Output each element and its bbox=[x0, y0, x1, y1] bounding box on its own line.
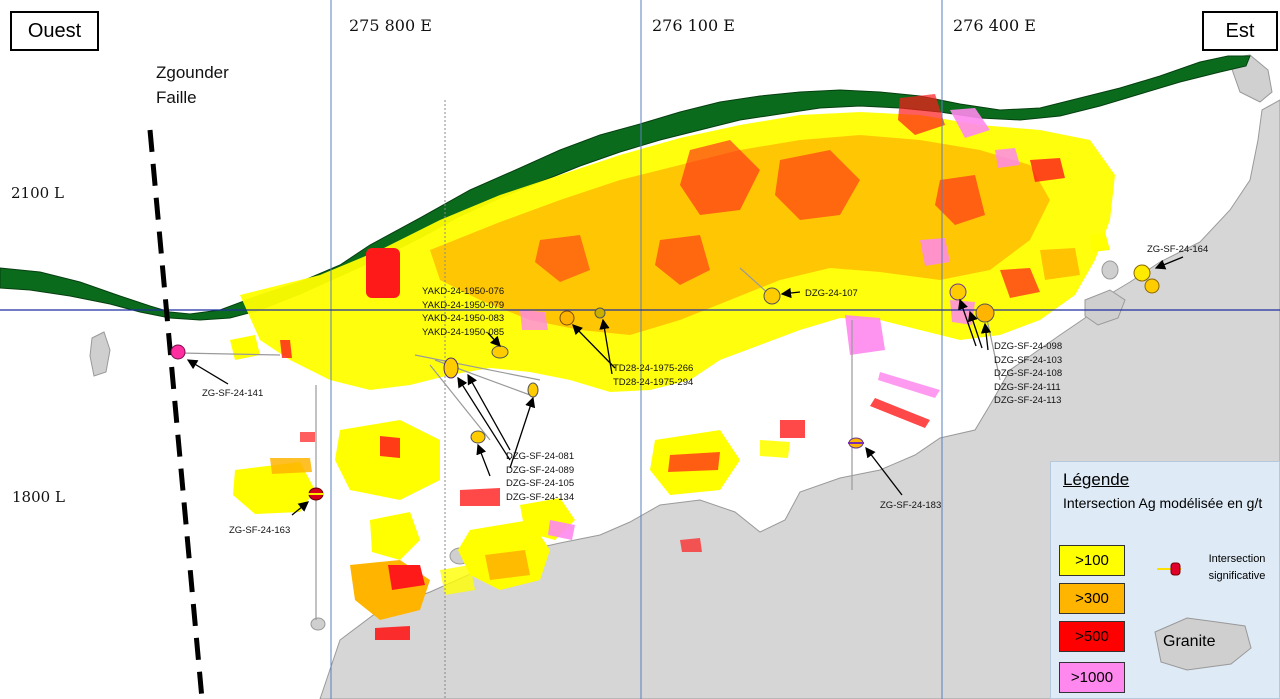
drill-hole-group: DZG-SF-24-098 DZG-SF-24-103 DZG-SF-24-10… bbox=[994, 340, 1062, 408]
legend-swatch-300: >300 bbox=[1059, 583, 1125, 614]
drill-hole-label: DZG-SF-24-098 bbox=[994, 341, 1063, 352]
drill-hole-label: DZG-SF-24-134 bbox=[506, 491, 575, 503]
drill-hole-label: DZG-SF-24-108 bbox=[994, 368, 1063, 379]
intersection-marker bbox=[170, 344, 186, 360]
granite-lobe bbox=[89, 331, 111, 377]
level-label-1800: 1800 L bbox=[12, 488, 65, 506]
granite-symbol-icon bbox=[1154, 617, 1252, 671]
drill-hole-label: TD28-24-1975-294 bbox=[613, 376, 694, 388]
drill-hole-label: ZG-SF-24-163 bbox=[229, 525, 291, 536]
fault-label-line: Faille bbox=[156, 88, 197, 107]
easting-label: 276 100 E bbox=[652, 16, 735, 35]
level-label-2100: 2100 L bbox=[11, 184, 64, 202]
legend-swatch-100: >100 bbox=[1059, 545, 1125, 576]
intersection-marker bbox=[975, 303, 995, 323]
intersection-marker bbox=[949, 283, 967, 301]
intersection-symbol-icon bbox=[1157, 562, 1181, 576]
zgounder-fault bbox=[147, 129, 205, 699]
drill-hole-label: TD28-24-1975-266 bbox=[613, 363, 694, 374]
legend-intersection-label: Intersection significative bbox=[1208, 553, 1266, 582]
intersection-marker bbox=[848, 437, 864, 449]
drill-hole-group: TD28-24-1975-266 TD28-24-1975-294 bbox=[613, 362, 693, 389]
drill-hole-label: YAKD-24-1950-079 bbox=[422, 299, 505, 311]
fault-label: Zgounder Faille bbox=[156, 60, 229, 110]
fault-label-line: Zgounder bbox=[156, 63, 229, 82]
legend: Légende Intersection Ag modélisée en g/t… bbox=[1050, 461, 1280, 699]
granite-lobe bbox=[1101, 260, 1119, 280]
intersection-marker bbox=[763, 287, 781, 305]
drill-hole-label: DZG-SF-24-113 bbox=[994, 395, 1062, 406]
drill-hole-label: ZG-SF-24-141 bbox=[202, 388, 264, 399]
drill-hole-group: DZG-SF-24-081 DZG-SF-24-089 DZG-SF-24-10… bbox=[506, 450, 574, 504]
easting-label: 276 400 E bbox=[953, 16, 1036, 35]
drill-hole-label: DZG-SF-24-111 bbox=[994, 381, 1061, 393]
legend-swatch-1000: >1000 bbox=[1059, 662, 1125, 693]
legend-title: Légende bbox=[1063, 470, 1130, 489]
drill-hole-label: DZG-SF-24-103 bbox=[994, 354, 1063, 366]
drill-hole-label: DZG-24-107 bbox=[805, 288, 858, 299]
west-label: Ouest bbox=[10, 11, 99, 51]
drill-hole-label: DZG-SF-24-081 bbox=[506, 451, 575, 462]
intersection-marker bbox=[1133, 264, 1151, 282]
granite-lobe bbox=[1084, 289, 1126, 326]
easting-label: 275 800 E bbox=[349, 16, 432, 35]
intersection-markers bbox=[170, 264, 1160, 501]
mineralized-zones bbox=[230, 94, 1115, 640]
intersection-marker bbox=[1144, 278, 1160, 294]
label-arrows bbox=[186, 256, 1184, 516]
intersection-marker bbox=[443, 357, 459, 379]
drill-hole-label: DZG-SF-24-105 bbox=[506, 478, 575, 489]
intersection-marker bbox=[527, 382, 539, 398]
granite-lobe bbox=[310, 617, 326, 631]
intersection-marker bbox=[308, 487, 324, 501]
intersection-marker bbox=[559, 310, 575, 326]
drill-hole-label: YAKD-24-1950-083 bbox=[422, 313, 505, 324]
east-label: Est bbox=[1202, 11, 1278, 51]
easting-grid bbox=[330, 0, 943, 699]
drill-hole-group: YAKD-24-1950-076 YAKD-24-1950-079 YAKD-2… bbox=[422, 285, 504, 339]
legend-granite-label: Granite bbox=[1163, 633, 1216, 650]
drill-hole-label: ZG-SF-24-183 bbox=[880, 500, 942, 511]
intersection-marker bbox=[594, 307, 606, 319]
legend-swatch-500: >500 bbox=[1059, 621, 1125, 652]
drill-hole-label: YAKD-24-1950-085 bbox=[422, 326, 505, 338]
drill-hole-label: DZG-SF-24-089 bbox=[506, 464, 575, 476]
intersection-marker bbox=[470, 430, 486, 444]
legend-subtitle: Intersection Ag modélisée en g/t bbox=[1063, 495, 1263, 511]
intersection-marker bbox=[491, 345, 509, 359]
drill-hole-label: ZG-SF-24-164 bbox=[1147, 244, 1209, 255]
drill-hole-label: YAKD-24-1950-076 bbox=[422, 286, 505, 297]
